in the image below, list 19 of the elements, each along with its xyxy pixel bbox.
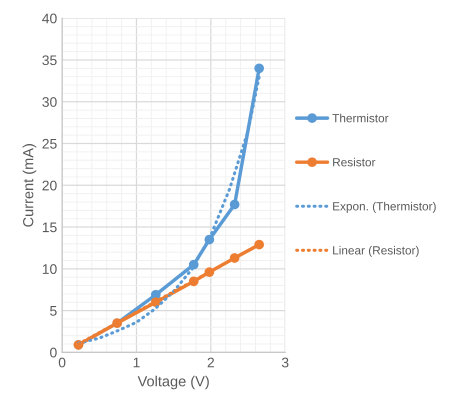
legend-label: Linear (Resistor)	[333, 246, 419, 257]
y-axis-title: Current (mA)	[22, 144, 36, 227]
legend-label: Expon. (Thermistor)	[333, 202, 436, 213]
x-tick-label: 0	[58, 358, 66, 368]
y-tick-label: 15	[42, 222, 57, 232]
x-tick-label: 3	[282, 358, 288, 368]
y-tick-label: 35	[42, 55, 57, 66]
x-tick-label: 1	[134, 358, 140, 368]
legend-label: Resistor	[333, 158, 376, 166]
y-tick-label: 0	[50, 348, 57, 358]
y-tick-label: 40	[42, 14, 57, 24]
y-tick-label: 25	[42, 138, 57, 149]
y-tick-label: 10	[42, 264, 57, 274]
x-tick-label: 2	[208, 358, 214, 368]
legend-label: Thermistor	[332, 114, 388, 122]
y-tick-label: 30	[42, 97, 57, 107]
x-axis-title: Voltage (V)	[138, 376, 209, 390]
y-tick-label: 20	[42, 180, 57, 190]
y-tick-label: 5	[50, 306, 57, 316]
